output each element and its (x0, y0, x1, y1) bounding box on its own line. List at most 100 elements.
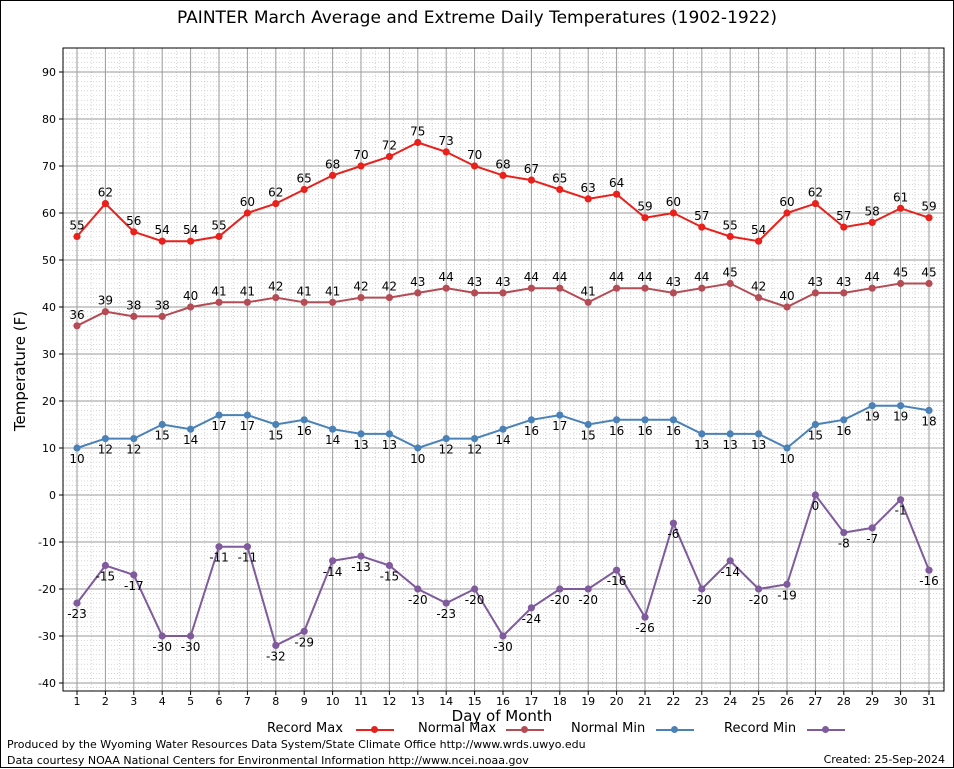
data-point-record-max (868, 218, 876, 226)
data-label-record-max: 56 (126, 214, 141, 228)
data-point-record-max (669, 209, 678, 217)
data-label-record-min: -13 (351, 560, 371, 574)
data-point-record-max (783, 209, 791, 217)
data-label-normal-max: 45 (893, 266, 908, 280)
data-point-record-min (187, 632, 195, 640)
x-tick-label: 21 (638, 695, 652, 708)
legend-marker-record-max (371, 726, 378, 733)
data-label-normal-max: 44 (524, 270, 539, 284)
data-point-normal-min (811, 420, 820, 429)
data-label-normal-max: 45 (723, 266, 738, 280)
data-label-record-min: -1 (895, 504, 907, 518)
data-label-record-max: 67 (524, 162, 539, 176)
minor-grid (63, 48, 944, 691)
data-label-record-max: 70 (353, 148, 368, 162)
data-label-record-min: -14 (323, 565, 343, 579)
x-tick-label: 6 (216, 695, 223, 708)
data-point-normal-max (556, 284, 564, 292)
data-point-normal-min (329, 425, 337, 433)
data-point-record-max (187, 237, 195, 245)
data-point-record-max (641, 214, 649, 222)
y-tick-label: 10 (42, 442, 56, 455)
y-tick-label: 40 (42, 301, 56, 314)
data-point-record-max (329, 171, 337, 179)
data-point-normal-min (385, 430, 393, 438)
data-label-normal-min: 16 (609, 424, 624, 438)
data-point-record-max (811, 200, 820, 208)
data-label-normal-min: 13 (723, 438, 738, 452)
y-tick-label: 0 (49, 489, 56, 502)
data-point-record-min (840, 529, 848, 537)
data-point-normal-min (726, 430, 734, 438)
data-label-normal-min: 15 (808, 429, 823, 443)
data-point-normal-max (442, 284, 450, 292)
y-tick-label: 60 (42, 207, 56, 220)
data-point-normal-max (329, 298, 337, 306)
data-label-normal-min: 16 (836, 424, 851, 438)
data-point-normal-min (215, 411, 223, 419)
series-record-min: -23-15-17-30 -30-11 -11-32-29-14 -13-15-20-… (67, 491, 939, 663)
data-point-record-max (215, 232, 223, 241)
data-point-record-max (101, 200, 109, 208)
data-label-record-max: 58 (865, 204, 880, 218)
data-label-normal-max: 43 (666, 275, 681, 289)
data-label-normal-max: 39 (98, 294, 113, 308)
data-point-record-min (73, 599, 81, 607)
data-label-record-max: 75 (410, 125, 425, 139)
data-point-record-min (329, 557, 337, 565)
y-tick-label: -30 (38, 630, 56, 643)
y-tick-label: 90 (42, 66, 56, 79)
data-label-normal-max: 44 (439, 270, 454, 284)
data-label-normal-min: 10 (410, 452, 425, 466)
major-grid (63, 48, 944, 691)
x-tick-label: 16 (496, 695, 510, 708)
data-point-record-max (925, 214, 933, 222)
data-point-record-min (783, 580, 791, 588)
data-point-normal-min (442, 435, 450, 443)
data-label-normal-max: 43 (410, 275, 425, 289)
data-label-normal-max: 40 (779, 289, 794, 303)
created-date: Created: 25-Sep-2024 (823, 753, 945, 766)
data-label-record-max: 73 (439, 134, 454, 148)
x-tick-label: 24 (723, 695, 737, 708)
data-point-record-min (584, 585, 592, 593)
legend: Record Max Normal Max Normal Min Record … (0, 721, 954, 739)
data-label-normal-min: 10 (779, 452, 794, 466)
data-point-record-min (641, 613, 649, 621)
data-point-normal-max (584, 298, 592, 306)
data-point-normal-min (613, 416, 621, 424)
data-point-normal-min (755, 430, 763, 438)
data-point-normal-max (158, 312, 166, 320)
data-label-normal-min: 12 (439, 443, 454, 457)
data-point-record-min (897, 496, 905, 504)
x-tick-label: 30 (894, 695, 908, 708)
data-point-normal-min (868, 402, 876, 410)
data-label-record-min: -20 (550, 593, 570, 607)
data-point-record-min (471, 585, 479, 593)
data-point-normal-max (357, 294, 365, 302)
data-label-normal-min: 12 (467, 443, 482, 457)
x-tick-label: 9 (301, 695, 308, 708)
data-point-normal-min (840, 416, 848, 424)
data-point-record-max (414, 138, 422, 147)
x-tick-label: 3 (130, 695, 137, 708)
data-point-record-max (272, 200, 280, 208)
series-layer: 55 62 56 54 54 55 60 62 65 68 70 72 75 73 70 68 67 65 63 64… (67, 125, 939, 664)
data-label-record-min: -23 (436, 607, 456, 621)
data-point-record-min (925, 566, 933, 574)
data-label-normal-min: 16 (666, 424, 681, 438)
data-point-normal-min (101, 435, 109, 443)
x-tick-label: 7 (244, 695, 251, 708)
data-label-normal-min: 14 (325, 433, 340, 447)
data-point-normal-max (187, 303, 195, 311)
x-tick-label: 14 (439, 695, 453, 708)
data-point-normal-max (897, 279, 905, 288)
data-point-record-max (698, 223, 706, 231)
x-tick-label: 31 (922, 695, 936, 708)
data-point-record-min (357, 552, 365, 560)
data-label-record-min: -16 (607, 574, 627, 588)
data-point-normal-max (641, 284, 649, 292)
data-label-normal-max: 40 (183, 289, 198, 303)
series-normal-max: 36 39 38 38 40 41 41 42 41 41 42 42 43 44 43 43 44 44 41 44… (69, 266, 937, 330)
